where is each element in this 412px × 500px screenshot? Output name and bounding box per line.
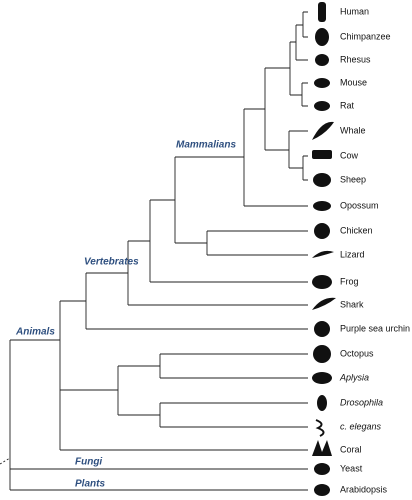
leaf-label: Lizard [340,249,365,259]
leaf-label: Sheep [340,174,366,184]
leaf-label: Chimpanzee [340,31,391,41]
leaf-label: Aplysia [339,372,369,382]
clade-label: Vertebrates [84,257,139,268]
leaf-label: Mouse [340,77,367,87]
leaf-label: c. elegans [340,421,382,431]
clade-label: Plants [75,479,105,490]
clade-label: Fungi [75,457,102,468]
leaf-label: Human [340,6,369,16]
leaf-label: Rat [340,100,355,110]
leaf-label: Octopus [340,348,374,358]
leaf-label: Chicken [340,225,373,235]
leaf-label: Cow [340,150,359,160]
clade-label: Mammalians [176,140,236,151]
leaf-labels: Human Chimpanzee Rhesus Mouse Rat Whale … [339,6,410,494]
clade-label: Animals [15,327,55,338]
leaf-label: Rhesus [340,54,371,64]
icons [312,2,336,496]
leaf-label: Whale [340,125,366,135]
leaf-label: Opossum [340,200,379,210]
leaf-label: Frog [340,276,359,286]
clade-labels: Mammalians Vertebrates Animals Fungi Pla… [15,140,236,490]
leaf-label: Yeast [340,463,363,473]
leaf-label: Arabidopsis [340,484,388,494]
leaf-label: Shark [340,299,364,309]
leaf-label: Purple sea urchin [340,323,410,333]
leaf-label: Drosophila [340,397,383,407]
leaf-label: Coral [340,444,362,454]
branches [0,11,308,491]
